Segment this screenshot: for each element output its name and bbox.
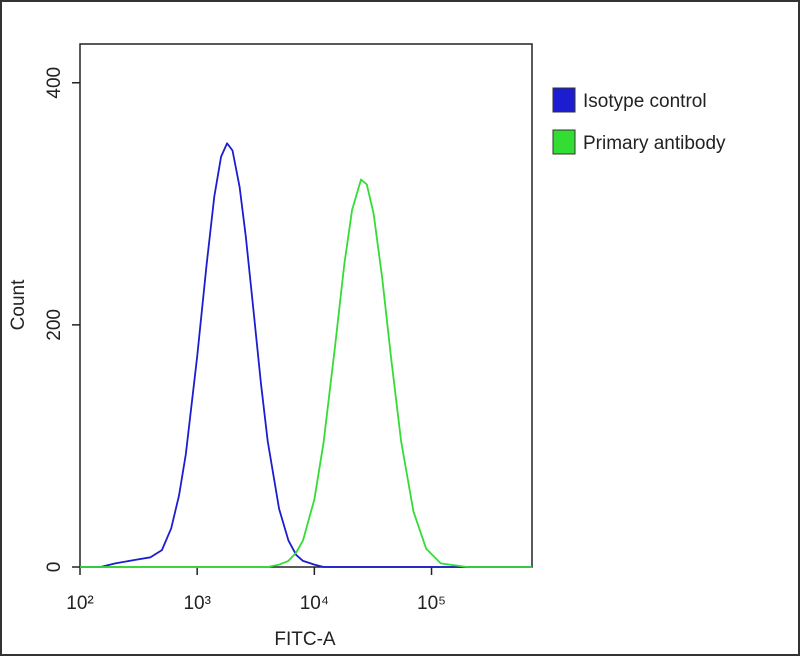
y-tick-label: 0 (44, 562, 65, 573)
legend-label: Primary antibody (583, 133, 726, 154)
legend-swatch (552, 87, 576, 113)
series-line (80, 178, 532, 568)
plot-frame (79, 43, 533, 568)
x-axis-label: FITC-A (274, 629, 336, 650)
x-tick-label: 10² (66, 593, 93, 614)
y-tick-label: 200 (44, 309, 65, 341)
x-tick-label: 10⁴ (300, 593, 329, 614)
series-line (80, 142, 532, 568)
legend-swatch (552, 129, 576, 155)
y-axis-label: Count (8, 279, 29, 330)
legend-label: Isotype control (583, 91, 707, 112)
y-tick-label: 400 (44, 67, 65, 99)
x-tick-label: 10⁵ (417, 593, 446, 614)
x-tick-label: 10³ (183, 593, 210, 614)
